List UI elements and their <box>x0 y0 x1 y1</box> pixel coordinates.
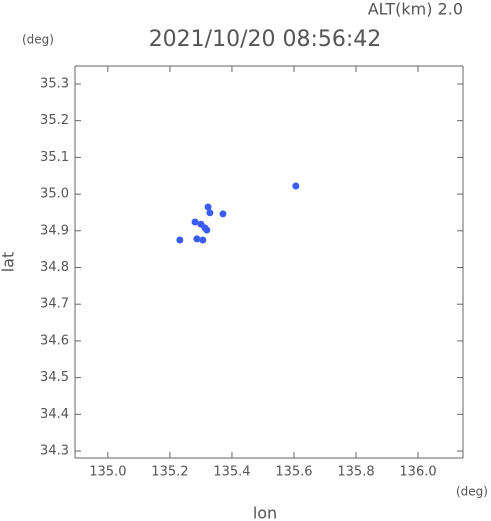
y-tick-label: 35.2 <box>40 113 69 128</box>
x-unit: (deg) <box>456 485 488 499</box>
y-tick-label: 34.6 <box>40 333 69 348</box>
echo-point <box>201 224 209 232</box>
y-tick-label: 34.7 <box>40 297 69 312</box>
echo-point <box>176 236 184 244</box>
y-tick-label: 35.0 <box>40 187 69 202</box>
y-tick-label: 34.5 <box>40 370 69 385</box>
altitude-label: ALT(km) 2.0 <box>368 0 463 19</box>
x-tick-label: 135.8 <box>337 465 374 480</box>
x-tick-label: 135.6 <box>275 465 312 480</box>
x-tick-label: 135.0 <box>89 465 126 480</box>
x-tick-label: 135.4 <box>213 465 250 480</box>
y-tick-label: 34.9 <box>40 223 69 238</box>
chart-title: 2021/10/20 08:56:42 <box>149 27 382 52</box>
echo-point <box>199 236 207 244</box>
echo-point <box>219 210 227 218</box>
y-axis-label: lat <box>0 252 18 273</box>
y-tick-label: 35.3 <box>40 76 69 91</box>
y-unit: (deg) <box>22 33 54 47</box>
echo-point <box>204 203 212 211</box>
y-tick-label: 34.4 <box>40 407 69 422</box>
x-tick-label: 135.2 <box>151 465 188 480</box>
x-tick-label: 136.0 <box>399 465 436 480</box>
x-axis-label: lon <box>253 504 277 521</box>
y-tick-label: 35.1 <box>40 150 69 165</box>
plot-frame <box>74 65 464 459</box>
echo-point <box>193 235 201 243</box>
echo-point <box>191 218 199 226</box>
echo-point <box>292 182 300 190</box>
y-tick-label: 34.8 <box>40 260 69 275</box>
y-tick-label: 34.3 <box>40 444 69 459</box>
echo-point <box>206 209 214 217</box>
